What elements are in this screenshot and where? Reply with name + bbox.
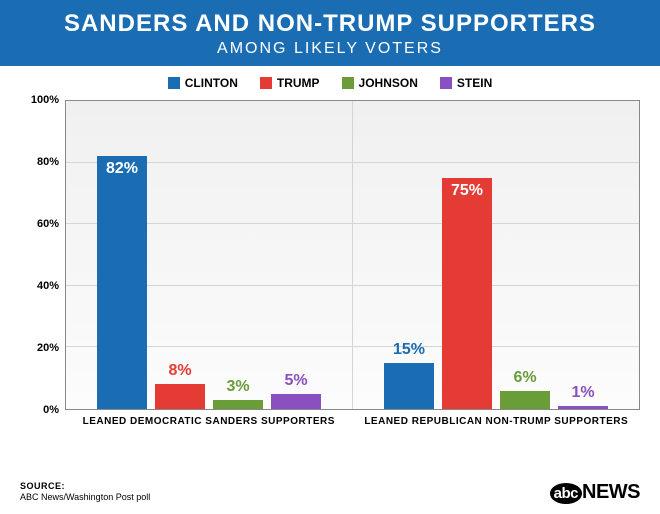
chart-title: SANDERS AND NON-TRUMP SUPPORTERS: [0, 10, 660, 38]
legend-item: TRUMP: [260, 76, 320, 90]
logo-news: NEWS: [582, 481, 640, 503]
legend-swatch: [168, 77, 180, 89]
legend-label: CLINTON: [185, 76, 238, 90]
bar-value-label: 8%: [155, 362, 205, 380]
bar-group: 82% 8% 3% 5%: [66, 101, 352, 409]
y-tick-label: 80%: [37, 156, 59, 168]
legend-item: STEIN: [440, 76, 492, 90]
y-tick-label: 0%: [43, 404, 59, 416]
bar-value-label: 1%: [558, 384, 608, 402]
bar: 5%: [271, 394, 321, 409]
legend-swatch: [260, 77, 272, 89]
plot: 82% 8% 3% 5% 15% 75% 6% 1%: [65, 100, 640, 410]
y-tick-label: 40%: [37, 280, 59, 292]
logo-abc: abc: [550, 483, 582, 504]
source-text: ABC News/Washington Post poll: [20, 492, 150, 504]
y-tick-label: 100%: [31, 94, 59, 106]
y-axis: 0%20%40%60%80%100%: [20, 100, 65, 410]
footer: SOURCE: ABC News/Washington Post poll ab…: [20, 481, 640, 504]
chart-header: SANDERS AND NON-TRUMP SUPPORTERS AMONG L…: [0, 0, 660, 66]
bar: 6%: [500, 391, 550, 409]
x-axis-label: LEANED REPUBLICAN NON-TRUMP SUPPORTERS: [353, 410, 641, 427]
legend-label: JOHNSON: [359, 76, 418, 90]
bar: 3%: [213, 400, 263, 409]
bar: 1%: [558, 406, 608, 409]
plot-row: 0%20%40%60%80%100% 82%8%3%5%15%75%6%1%: [20, 100, 640, 410]
chart-area: CLINTON TRUMP JOHNSON STEIN 0% 20% 40% 60% 80% 1…: [0, 66, 660, 456]
legend: CLINTON TRUMP JOHNSON STEIN: [20, 76, 640, 90]
bar: 82%: [97, 156, 147, 409]
legend-label: TRUMP: [277, 76, 320, 90]
bar: 8%: [155, 384, 205, 409]
x-axis-label: LEANED DEMOCRATIC SANDERS SUPPORTERS: [65, 410, 353, 427]
source-block: SOURCE: ABC News/Washington Post poll: [20, 481, 150, 504]
y-tick-label: 20%: [37, 342, 59, 354]
bar-value-label: 15%: [384, 341, 434, 359]
bar: 75%: [442, 178, 492, 409]
bar-groups: 82% 8% 3% 5% 15% 75% 6% 1%: [66, 101, 639, 409]
legend-swatch: [342, 77, 354, 89]
legend-label: STEIN: [457, 76, 492, 90]
bar-value-label: 6%: [500, 369, 550, 387]
legend-item: JOHNSON: [342, 76, 418, 90]
bar-value-label: 75%: [442, 182, 492, 200]
bar-value-label: 3%: [213, 378, 263, 396]
source-label: SOURCE:: [20, 481, 150, 493]
chart-subtitle: AMONG LIKELY VOTERS: [0, 40, 660, 58]
bar-group: 15% 75% 6% 1%: [352, 101, 639, 409]
x-axis-labels: LEANED DEMOCRATIC SANDERS SUPPORTERSLEAN…: [65, 410, 640, 427]
bar-value-label: 5%: [271, 372, 321, 390]
legend-item: CLINTON: [168, 76, 238, 90]
y-tick-label: 60%: [37, 218, 59, 230]
bar-value-label: 82%: [97, 160, 147, 178]
legend-swatch: [440, 77, 452, 89]
bar: 15%: [384, 363, 434, 409]
abc-news-logo: abcNEWS: [550, 481, 640, 504]
